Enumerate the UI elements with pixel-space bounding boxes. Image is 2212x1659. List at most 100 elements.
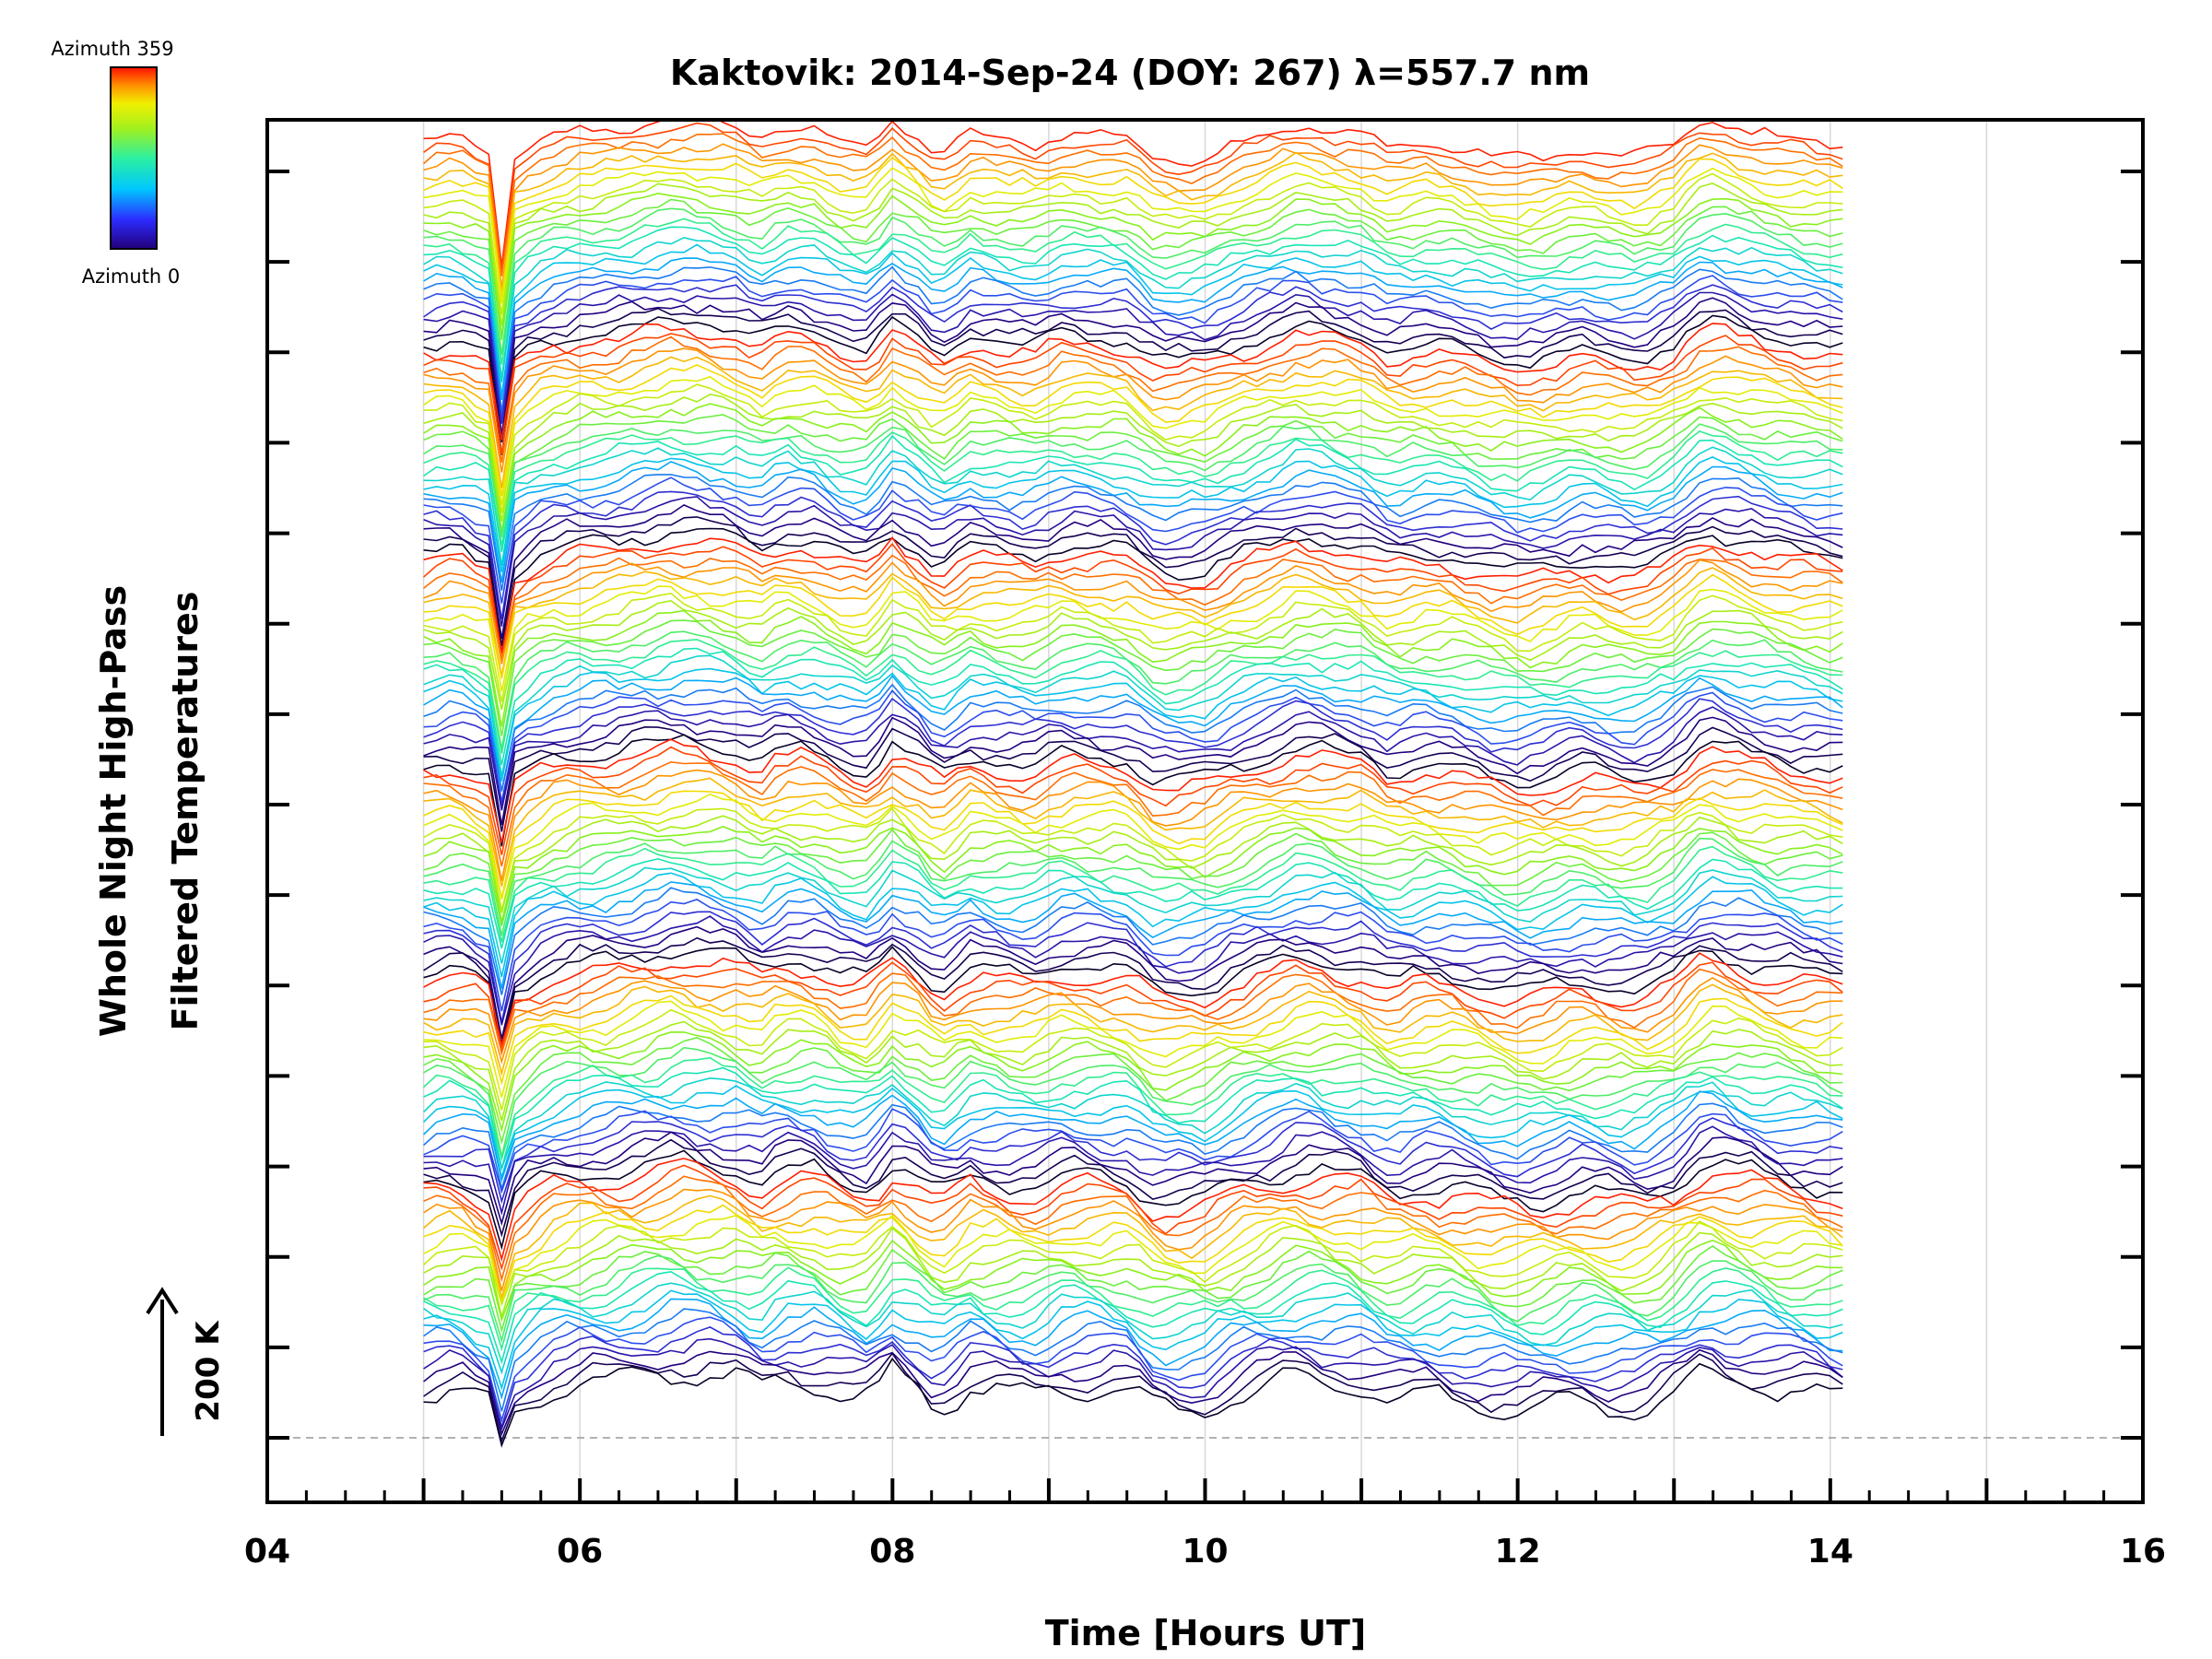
series-line (423, 1125, 1843, 1216)
series-line (423, 683, 1843, 792)
colorbar-top-label: Azimuth 359 (51, 38, 173, 60)
x-tick-label: 14 (1807, 1533, 1853, 1571)
series-line (423, 307, 1843, 442)
series-line (423, 1175, 1843, 1283)
series-line (423, 746, 1843, 855)
colorbar: Azimuth 359 Azimuth 0 (51, 38, 180, 288)
series-line (423, 1270, 1843, 1365)
colorbar-bottom-label: Azimuth 0 (82, 265, 181, 288)
series-line (423, 815, 1843, 913)
series-line (423, 1316, 1843, 1423)
series-line (423, 1090, 1843, 1183)
series-line (423, 866, 1843, 964)
series-line (423, 1282, 1843, 1375)
series-line (423, 1056, 1843, 1162)
series-line (423, 858, 1843, 949)
series-line (423, 1085, 1843, 1181)
series-line (423, 503, 1843, 640)
series-line (423, 936, 1843, 1044)
series-line (423, 297, 1843, 442)
series-line (423, 674, 1843, 792)
series-line (423, 654, 1843, 777)
series-line (423, 790, 1843, 899)
series-line (423, 535, 1843, 654)
series-line (423, 172, 1843, 315)
series-line (423, 725, 1843, 832)
x-tick-label: 16 (2120, 1533, 2166, 1571)
series-line (423, 585, 1843, 692)
series-line (423, 1266, 1843, 1352)
series-line (423, 1337, 1843, 1431)
series-line (423, 347, 1843, 473)
series-line (423, 592, 1843, 702)
series-line (423, 1326, 1843, 1430)
series-line (423, 968, 1843, 1056)
series-line (423, 911, 1843, 1023)
series-line (423, 760, 1843, 867)
series-line (423, 1030, 1843, 1133)
series-line (423, 182, 1843, 326)
series-line (423, 133, 1843, 276)
series-line (423, 218, 1843, 365)
series-line (423, 609, 1843, 727)
series-line (423, 983, 1843, 1077)
series-line (423, 567, 1843, 677)
series-line (423, 1066, 1843, 1170)
x-tick-label: 04 (244, 1533, 290, 1571)
series-line (423, 314, 1843, 455)
series-line (423, 689, 1843, 803)
series-line (423, 706, 1843, 811)
series-line (423, 323, 1843, 441)
series-line (423, 828, 1843, 926)
series-line (423, 265, 1843, 413)
series-line (423, 226, 1843, 380)
x-axis-label: Time [Hours UT] (1045, 1613, 1367, 1653)
series-line (423, 291, 1843, 436)
series-line (423, 734, 1843, 847)
series-line (423, 1036, 1843, 1146)
series-line (423, 1046, 1843, 1157)
series-line (423, 554, 1843, 661)
series-line (423, 716, 1843, 826)
series-line (423, 207, 1843, 356)
series-line (423, 414, 1843, 535)
scale-bar: 200 K (146, 1287, 227, 1436)
series-line (423, 474, 1843, 591)
series-line (423, 1164, 1843, 1271)
series-line (423, 777, 1843, 887)
colorbar-gradient (110, 66, 158, 250)
series-line (423, 383, 1843, 513)
series-line (423, 925, 1843, 1040)
series-line (423, 946, 1843, 1051)
series-line (423, 1289, 1843, 1391)
scale-bar-arrow-head (146, 1287, 179, 1315)
series-line (423, 738, 1843, 843)
series-line (423, 899, 1843, 1012)
series-line (423, 394, 1843, 522)
series-line (423, 915, 1843, 1026)
series-line (423, 1194, 1843, 1301)
series-line (423, 599, 1843, 710)
series-line (423, 1254, 1843, 1344)
x-tick-label: 10 (1182, 1533, 1228, 1571)
series-line (423, 1131, 1843, 1227)
series-line (423, 845, 1843, 943)
series-line (423, 284, 1843, 424)
series-line (423, 275, 1843, 419)
series-line (423, 1214, 1843, 1307)
series-line (423, 434, 1843, 552)
x-tick-label: 12 (1495, 1533, 1541, 1571)
series-line (423, 243, 1843, 396)
series-line (423, 1352, 1843, 1444)
series-line (423, 527, 1843, 653)
series-line (423, 793, 1843, 900)
x-tick-label: 08 (869, 1533, 915, 1571)
series-line (423, 1239, 1843, 1323)
x-tick-labels: 04 06 08 10 12 14 16 (244, 1533, 2166, 1571)
series-line (423, 1149, 1843, 1251)
y-axis-label-line-1: Whole Night High-Pass (93, 585, 134, 1037)
series-line (423, 1204, 1843, 1306)
series-layer (423, 120, 1843, 1448)
series-line (423, 769, 1843, 881)
